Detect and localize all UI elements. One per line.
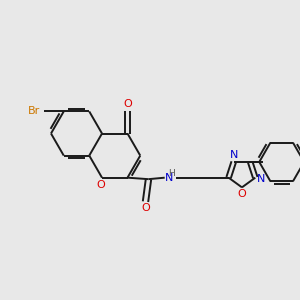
Text: N: N [256, 174, 265, 184]
Text: O: O [237, 189, 246, 199]
Text: H: H [168, 169, 175, 178]
Text: N: N [164, 173, 173, 183]
Text: Br: Br [28, 106, 40, 116]
Text: O: O [96, 180, 105, 190]
Text: O: O [141, 203, 150, 213]
Text: O: O [123, 99, 132, 109]
Text: N: N [230, 150, 238, 161]
